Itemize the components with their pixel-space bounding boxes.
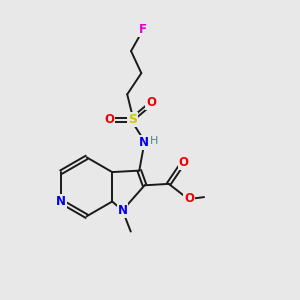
Text: O: O [104, 113, 114, 127]
Text: H: H [150, 136, 158, 146]
Text: N: N [118, 204, 128, 217]
Text: O: O [146, 96, 156, 109]
Text: N: N [139, 136, 149, 149]
Text: N: N [56, 195, 66, 208]
Text: O: O [178, 156, 188, 169]
Text: S: S [128, 113, 137, 127]
Text: F: F [139, 23, 147, 36]
Text: O: O [184, 192, 194, 205]
